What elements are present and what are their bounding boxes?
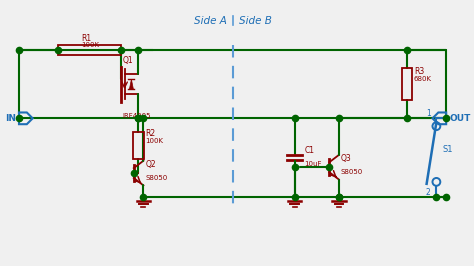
- Text: S8050: S8050: [146, 175, 168, 181]
- Bar: [58, 44, 121, 55]
- Text: R1: R1: [82, 34, 91, 43]
- Text: OUT: OUT: [449, 114, 471, 123]
- Text: 680K: 680K: [414, 76, 432, 82]
- Text: R3: R3: [414, 67, 424, 76]
- Text: S1: S1: [442, 145, 453, 154]
- Bar: [133, 132, 144, 159]
- Text: Side A: Side A: [194, 16, 227, 26]
- Text: 2: 2: [426, 188, 430, 197]
- Text: IN: IN: [5, 114, 16, 123]
- Text: Q3: Q3: [341, 154, 352, 163]
- Text: Q2: Q2: [146, 160, 156, 169]
- Text: R2: R2: [145, 129, 155, 138]
- Text: 10uF: 10uF: [304, 161, 322, 167]
- Bar: [401, 68, 412, 100]
- Text: Side B: Side B: [239, 16, 272, 26]
- Text: 100K: 100K: [82, 42, 100, 48]
- Text: C1: C1: [304, 147, 314, 156]
- Text: S8050: S8050: [341, 169, 363, 175]
- Text: IRF4905: IRF4905: [123, 114, 151, 119]
- Text: Q1: Q1: [123, 56, 133, 65]
- Text: 1: 1: [426, 109, 430, 118]
- Text: 100K: 100K: [145, 138, 163, 144]
- Polygon shape: [129, 79, 133, 89]
